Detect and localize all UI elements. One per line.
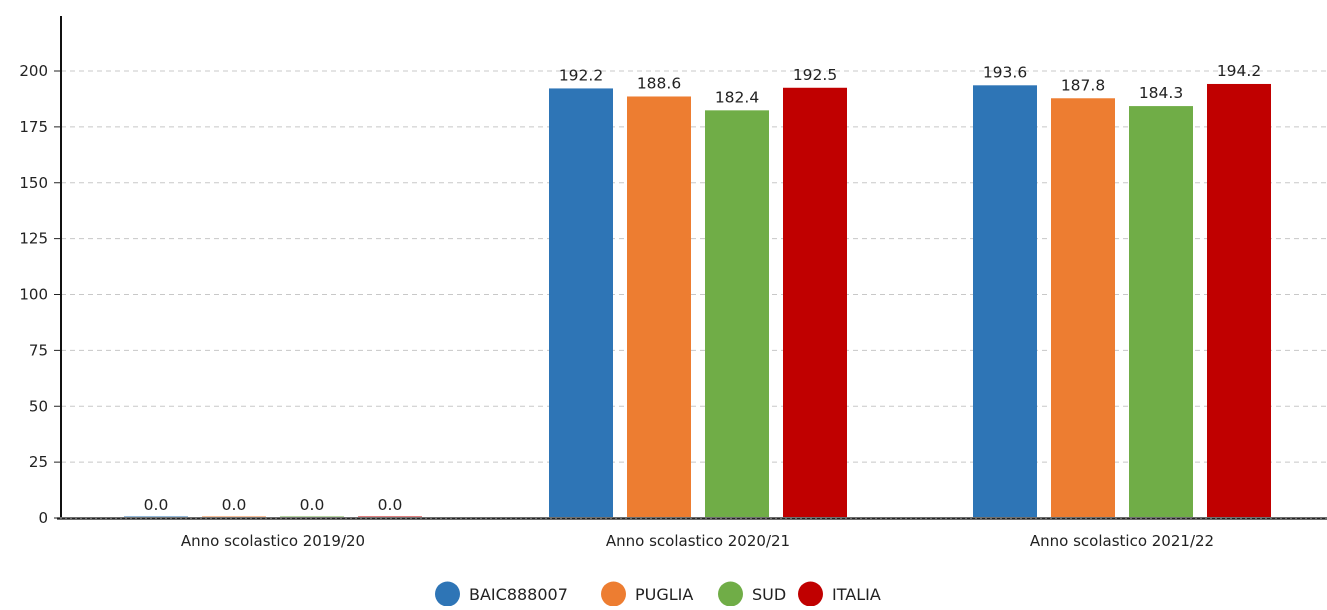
y-tick-label: 175 bbox=[19, 118, 48, 136]
legend-swatch bbox=[798, 581, 823, 607]
bar-baic888007-3[interactable] bbox=[973, 85, 1037, 518]
bar-puglia-2[interactable] bbox=[627, 96, 691, 518]
legend-label: ITALIA bbox=[832, 585, 881, 604]
bar-puglia-3[interactable] bbox=[1051, 98, 1115, 518]
data-label: 194.2 bbox=[1217, 62, 1261, 80]
data-label: 184.3 bbox=[1139, 84, 1183, 102]
y-tick-label: 75 bbox=[29, 341, 48, 359]
data-label: 192.5 bbox=[793, 66, 837, 84]
data-label: 182.4 bbox=[715, 88, 759, 106]
data-label: 188.6 bbox=[637, 74, 681, 92]
y-tick-label: 100 bbox=[19, 286, 48, 304]
y-tick-label: 25 bbox=[29, 453, 48, 471]
bar-sud-3[interactable] bbox=[1129, 106, 1193, 518]
bar-italia-3[interactable] bbox=[1207, 83, 1271, 518]
x-tick-label: Anno scolastico 2021/22 bbox=[1030, 532, 1214, 550]
legend-label: PUGLIA bbox=[635, 585, 693, 604]
axes: 0 25 50 75 100 125 150 175 200 Anno scolastico 20… bbox=[19, 16, 1327, 550]
legend-swatch bbox=[601, 581, 626, 607]
data-label: 0.0 bbox=[222, 496, 247, 514]
y-tick-label: 200 bbox=[19, 62, 48, 80]
bar-baic888007-2[interactable] bbox=[549, 88, 613, 519]
bar-italia-2[interactable] bbox=[783, 87, 847, 518]
legend-label: SUD bbox=[752, 585, 786, 604]
legend-item-puglia[interactable]: PUGLIA bbox=[601, 581, 693, 607]
data-label: 193.6 bbox=[983, 63, 1027, 81]
legend-item-sud[interactable]: SUD bbox=[718, 581, 786, 607]
legend-swatch bbox=[435, 581, 460, 607]
legend-label: BAIC888007 bbox=[469, 585, 568, 604]
legend-item-italia[interactable]: ITALIA bbox=[798, 581, 881, 607]
x-tick-label: Anno scolastico 2019/20 bbox=[181, 532, 365, 550]
x-tick-label: Anno scolastico 2020/21 bbox=[606, 532, 790, 550]
data-label: 187.8 bbox=[1061, 76, 1105, 94]
data-label: 0.0 bbox=[300, 496, 325, 514]
y-tick-label: 150 bbox=[19, 174, 48, 192]
legend-swatch bbox=[718, 581, 743, 607]
data-label: 0.0 bbox=[378, 496, 403, 514]
y-tick-label: 0 bbox=[38, 509, 48, 527]
data-labels: 0.0 192.2 193.6 0.0 188.6 187.8 0.0 182.4 184.3 0… bbox=[144, 62, 1262, 514]
y-tick-label: 125 bbox=[19, 230, 48, 248]
bar-sud-2[interactable] bbox=[705, 110, 769, 518]
data-label: 192.2 bbox=[559, 66, 603, 84]
legend-item-baic888007[interactable]: BAIC888007 bbox=[435, 581, 568, 607]
gridlines bbox=[61, 70, 1327, 463]
legend: BAIC888007 PUGLIA SUD ITALIA bbox=[435, 581, 881, 607]
data-label: 0.0 bbox=[144, 496, 169, 514]
bars bbox=[124, 83, 1271, 519]
y-tick-label: 50 bbox=[29, 397, 48, 415]
